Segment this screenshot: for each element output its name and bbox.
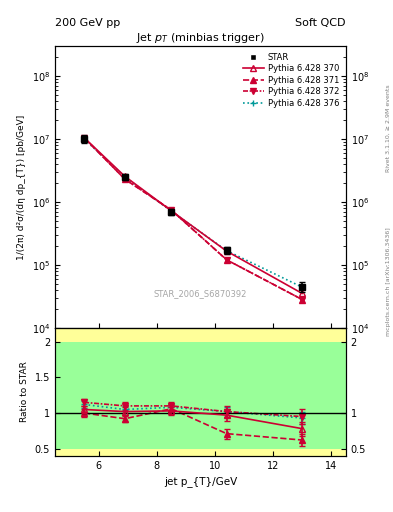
Y-axis label: Ratio to STAR: Ratio to STAR (20, 361, 29, 422)
Text: STAR_2006_S6870392: STAR_2006_S6870392 (154, 289, 247, 298)
X-axis label: jet p_{T}/GeV: jet p_{T}/GeV (164, 476, 237, 487)
Text: Rivet 3.1.10, ≥ 2.9M events: Rivet 3.1.10, ≥ 2.9M events (386, 84, 391, 172)
Text: 200 GeV pp: 200 GeV pp (55, 18, 120, 28)
Bar (55, 342, 346, 449)
Text: mcplots.cern.ch [arXiv:1306.3436]: mcplots.cern.ch [arXiv:1306.3436] (386, 227, 391, 336)
Bar (55, 328, 346, 456)
Y-axis label: 1/(2π) d²σ/(dη dp_{T}) [pb/GeV]: 1/(2π) d²σ/(dη dp_{T}) [pb/GeV] (17, 114, 26, 260)
Text: Soft QCD: Soft QCD (296, 18, 346, 28)
Title: Jet $p_T$ (minbias trigger): Jet $p_T$ (minbias trigger) (136, 31, 265, 45)
Legend: STAR, Pythia 6.428 370, Pythia 6.428 371, Pythia 6.428 372, Pythia 6.428 376: STAR, Pythia 6.428 370, Pythia 6.428 371… (240, 50, 342, 110)
